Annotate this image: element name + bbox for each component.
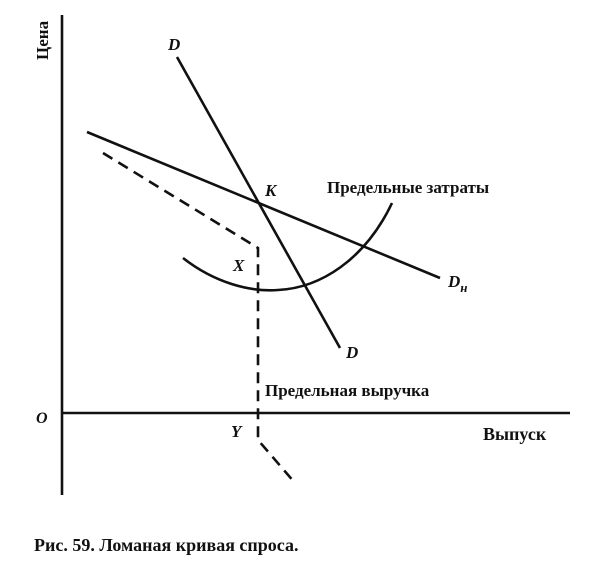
demand-steep-top-label: D <box>167 35 180 54</box>
x-axis-label: Выпуск <box>483 424 547 444</box>
kink-label: K <box>264 181 278 200</box>
demand-steep-bottom-label: D <box>345 343 358 362</box>
demand-flat-label: Dн <box>447 272 468 295</box>
marginal-revenue-curve <box>102 151 296 484</box>
marginal-revenue-label: Предельная выручка <box>265 381 430 400</box>
marginal-cost-curve <box>182 202 394 292</box>
demand-flat-subscript: н <box>460 280 467 295</box>
marginal-cost-label: Предельные затраты <box>327 178 489 197</box>
gap-top-label: X <box>232 256 245 275</box>
demand-flat <box>86 130 441 280</box>
origin-label: O <box>36 410 48 427</box>
demand-flat-letter: D <box>447 272 460 291</box>
y-axis-label: Цена <box>33 20 52 60</box>
output-label: Y <box>231 422 243 441</box>
caption: Рис. 59. Ломаная кривая спроса. <box>34 535 299 555</box>
